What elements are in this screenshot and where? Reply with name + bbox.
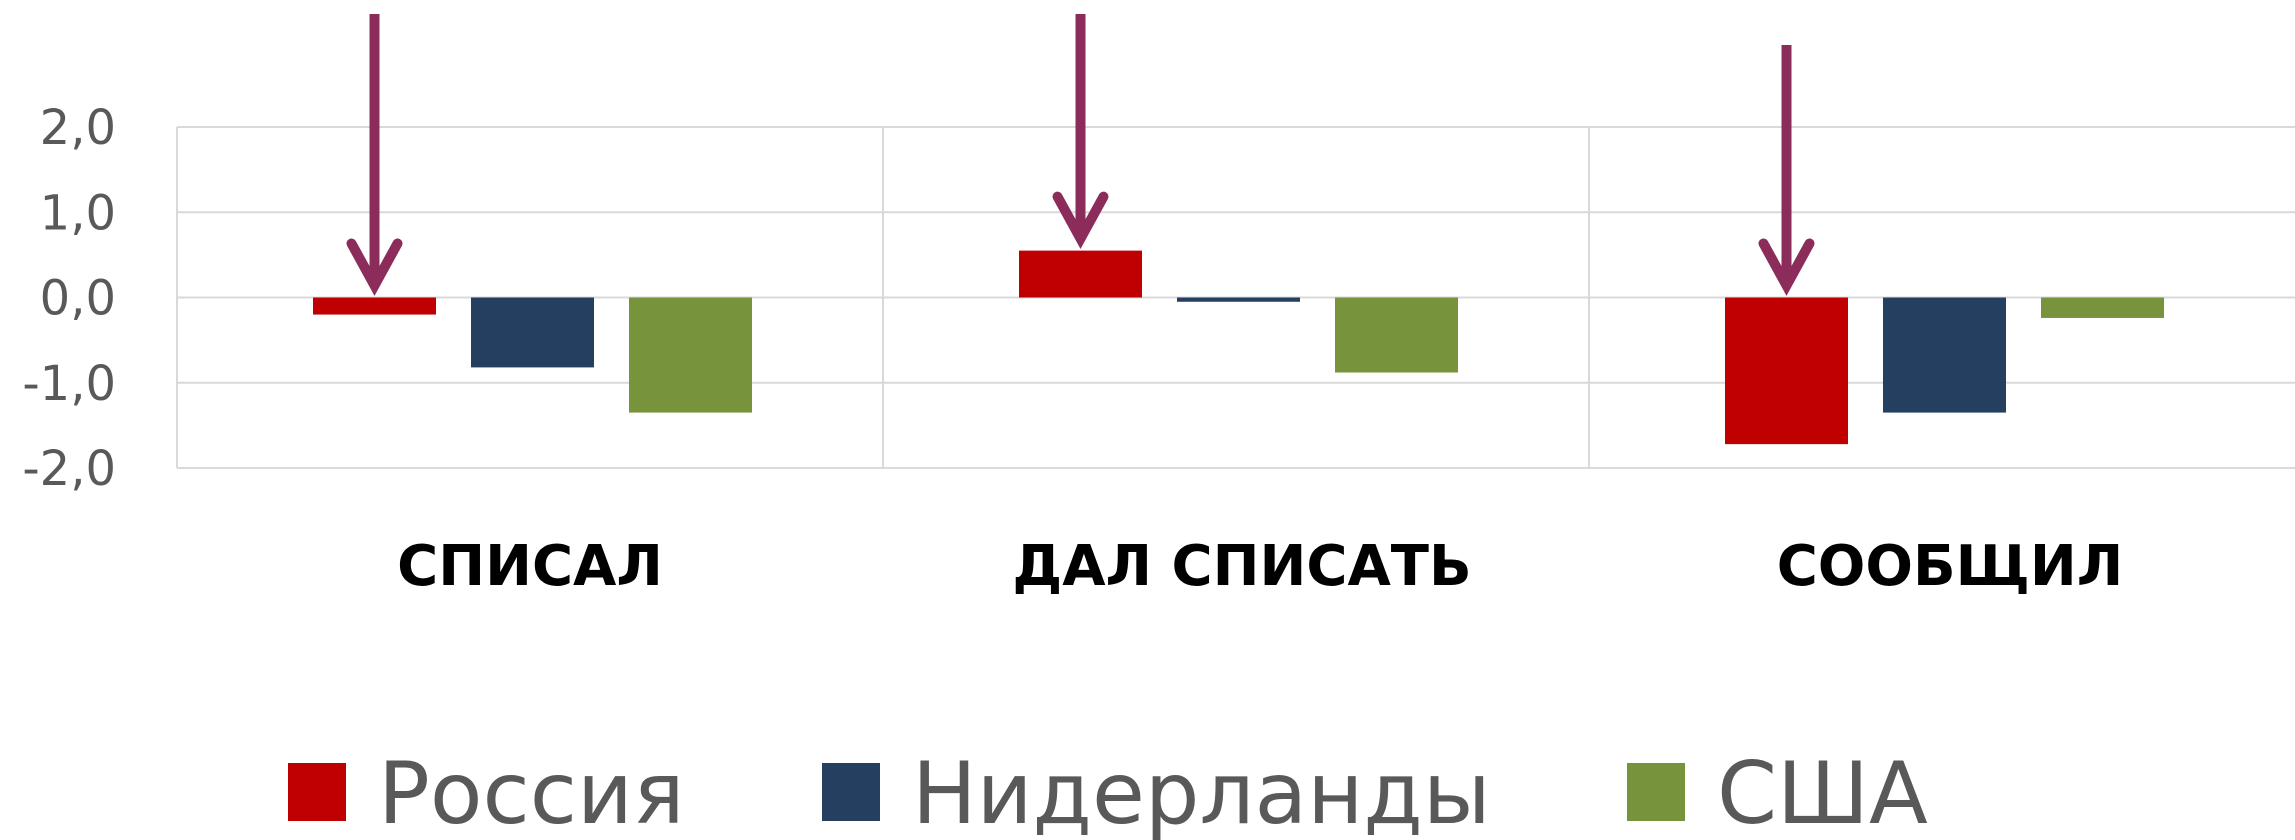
bar-1-2 xyxy=(1883,297,2006,413)
bars-layer xyxy=(313,250,2164,445)
bar-2-0 xyxy=(629,297,752,413)
legend-swatch xyxy=(1627,763,1685,821)
arrow-head xyxy=(346,238,403,296)
y-axis-labels: 2,0 1,0 0,0 -1,0 -2,0 xyxy=(22,100,116,497)
legend-item: Россия xyxy=(288,744,685,840)
bar-1-1 xyxy=(1177,297,1300,302)
bar-2-2 xyxy=(2041,297,2164,318)
legend-label: Россия xyxy=(378,744,685,840)
category-labels: СПИСАЛ ДАЛ СПИСАТЬ СООБЩИЛ xyxy=(397,534,2123,599)
bar-0-1 xyxy=(1019,250,1142,298)
legend-label: США xyxy=(1717,744,1928,840)
arrow-head xyxy=(1052,191,1109,250)
bar-2-1 xyxy=(1335,297,1458,373)
legend-item: США xyxy=(1627,744,1928,840)
legend-label: Нидерланды xyxy=(912,744,1491,840)
legend: Россия Нидерланды США xyxy=(288,744,1928,840)
category-label: СООБЩИЛ xyxy=(1777,534,2124,599)
y-tick-label: -1,0 xyxy=(22,356,116,412)
bar-1-0 xyxy=(471,297,594,368)
legend-swatch xyxy=(822,763,880,821)
annotation-arrow xyxy=(1052,14,1109,250)
arrows-layer xyxy=(346,14,1815,296)
y-tick-label: -2,0 xyxy=(22,441,116,497)
category-label: ДАЛ СПИСАТЬ xyxy=(1012,534,1471,599)
y-tick-label: 2,0 xyxy=(40,100,116,156)
legend-item: Нидерланды xyxy=(822,744,1491,840)
y-tick-label: 1,0 xyxy=(40,185,116,241)
y-tick-label: 0,0 xyxy=(40,271,116,327)
bar-0-2 xyxy=(1725,297,1848,445)
legend-swatch xyxy=(288,763,346,821)
annotation-arrow xyxy=(346,14,403,296)
annotation-arrow xyxy=(1758,45,1815,296)
category-label: СПИСАЛ xyxy=(397,534,663,599)
arrow-head xyxy=(1758,238,1815,296)
bar-0-0 xyxy=(313,297,436,315)
